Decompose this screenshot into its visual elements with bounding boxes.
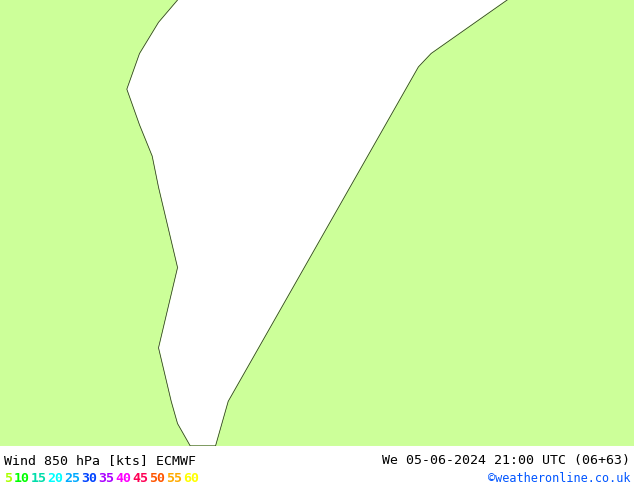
Polygon shape (0, 0, 634, 446)
Text: 50: 50 (150, 472, 165, 485)
Text: 5: 5 (4, 472, 12, 485)
Text: ©weatheronline.co.uk: ©weatheronline.co.uk (488, 472, 630, 485)
Text: 40: 40 (115, 472, 131, 485)
Text: 55: 55 (167, 472, 183, 485)
Text: 35: 35 (98, 472, 115, 485)
Text: 20: 20 (48, 472, 63, 485)
Text: 25: 25 (65, 472, 81, 485)
Text: 45: 45 (133, 472, 148, 485)
Text: 10: 10 (13, 472, 30, 485)
Text: 60: 60 (183, 472, 200, 485)
Text: Wind 850 hPa [kts] ECMWF: Wind 850 hPa [kts] ECMWF (4, 454, 196, 467)
Text: 15: 15 (30, 472, 46, 485)
Text: We 05-06-2024 21:00 UTC (06+63): We 05-06-2024 21:00 UTC (06+63) (382, 454, 630, 467)
Text: 30: 30 (82, 472, 98, 485)
